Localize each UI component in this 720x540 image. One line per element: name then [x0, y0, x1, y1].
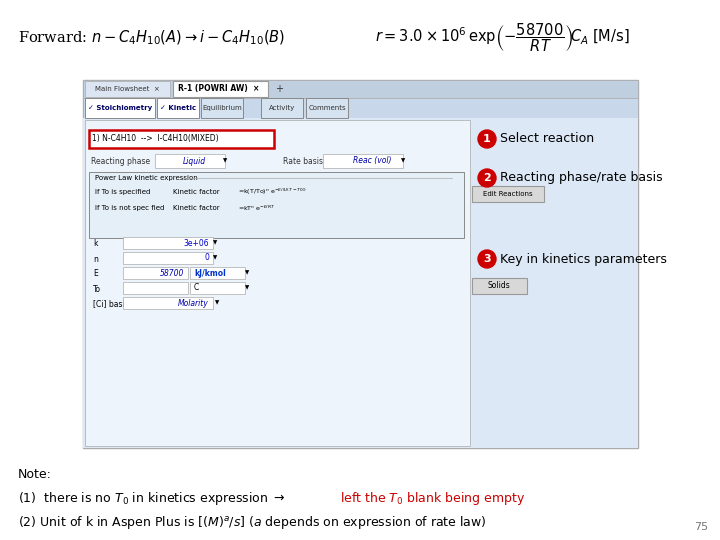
- FancyBboxPatch shape: [83, 80, 638, 98]
- Text: 0: 0: [204, 253, 209, 262]
- Text: ✓ Stoichiometry: ✓ Stoichiometry: [88, 105, 152, 111]
- Text: =kT$^n$ e$^{-E/RT}$: =kT$^n$ e$^{-E/RT}$: [238, 204, 275, 213]
- Text: 75: 75: [694, 522, 708, 532]
- FancyBboxPatch shape: [190, 267, 245, 279]
- FancyBboxPatch shape: [123, 237, 213, 249]
- FancyBboxPatch shape: [123, 267, 188, 279]
- Text: ✓ Kinetic: ✓ Kinetic: [160, 105, 196, 111]
- FancyBboxPatch shape: [83, 98, 638, 118]
- Text: $r = 3.0\times10^6\,\exp\!\left(-\dfrac{58700}{RT}\right)\!C_A\;[\mathrm{M/s}]$: $r = 3.0\times10^6\,\exp\!\left(-\dfrac{…: [375, 22, 630, 55]
- FancyBboxPatch shape: [261, 98, 303, 118]
- Text: 2: 2: [483, 173, 491, 183]
- Text: If To is specified: If To is specified: [95, 189, 150, 195]
- FancyBboxPatch shape: [123, 297, 213, 309]
- FancyBboxPatch shape: [323, 154, 403, 168]
- FancyBboxPatch shape: [85, 120, 470, 446]
- Text: 3: 3: [483, 254, 491, 264]
- Text: Kinetic factor: Kinetic factor: [173, 205, 220, 211]
- Text: Reacting phase/rate basis: Reacting phase/rate basis: [500, 172, 662, 185]
- Text: =k(T/To)$^n$ e$^{-E/(U(T-T0))}$: =k(T/To)$^n$ e$^{-E/(U(T-T0))}$: [238, 187, 307, 197]
- FancyBboxPatch shape: [155, 154, 225, 168]
- FancyBboxPatch shape: [83, 80, 638, 448]
- FancyBboxPatch shape: [472, 186, 544, 202]
- Text: Liquid: Liquid: [183, 157, 206, 165]
- Text: n: n: [93, 254, 98, 264]
- FancyBboxPatch shape: [85, 81, 170, 97]
- Text: [Ci] basis: [Ci] basis: [93, 300, 129, 308]
- Text: If To is not spec fied: If To is not spec fied: [95, 205, 164, 211]
- Text: Solids: Solids: [487, 281, 510, 291]
- Text: +: +: [275, 84, 283, 94]
- Text: Edit Reactions: Edit Reactions: [483, 191, 533, 197]
- Text: R-1 (POWRI AW)  ×: R-1 (POWRI AW) ×: [179, 84, 260, 93]
- Circle shape: [478, 250, 496, 268]
- Text: Equilibrium: Equilibrium: [202, 105, 242, 111]
- Text: ▼: ▼: [213, 240, 217, 246]
- Text: kJ/kmol: kJ/kmol: [194, 268, 226, 278]
- Text: k: k: [93, 240, 97, 248]
- FancyBboxPatch shape: [123, 252, 213, 264]
- Text: 3e+06: 3e+06: [184, 239, 209, 247]
- Text: 1: 1: [483, 134, 491, 144]
- Text: Note:: Note:: [18, 468, 52, 481]
- Text: Key in kinetics parameters: Key in kinetics parameters: [500, 253, 667, 266]
- Text: Main Flowsheet  ×: Main Flowsheet ×: [94, 86, 159, 92]
- Text: ▼: ▼: [401, 159, 405, 164]
- Text: 1) N-C4H10  -->  I-C4H10(MIXED): 1) N-C4H10 --> I-C4H10(MIXED): [92, 134, 219, 144]
- Text: Activity: Activity: [269, 105, 295, 111]
- Text: ▼: ▼: [245, 271, 249, 275]
- FancyBboxPatch shape: [306, 98, 348, 118]
- FancyBboxPatch shape: [123, 282, 188, 294]
- Text: Molarity: Molarity: [179, 299, 209, 307]
- Text: Power Law kinetic expression: Power Law kinetic expression: [95, 175, 198, 181]
- FancyBboxPatch shape: [83, 118, 638, 448]
- FancyBboxPatch shape: [472, 278, 527, 294]
- Text: left the $T_0$ blank being empty: left the $T_0$ blank being empty: [340, 490, 526, 507]
- Text: Reacting phase: Reacting phase: [91, 157, 150, 165]
- FancyBboxPatch shape: [157, 98, 199, 118]
- Text: (2) Unit of k in Aspen Plus is $[(M)^a/s]$ ($a$ depends on expression of rate la: (2) Unit of k in Aspen Plus is $[(M)^a/s…: [18, 514, 487, 531]
- Text: Kinetic factor: Kinetic factor: [173, 189, 220, 195]
- FancyBboxPatch shape: [85, 98, 155, 118]
- FancyBboxPatch shape: [89, 130, 274, 148]
- Text: ▼: ▼: [245, 286, 249, 291]
- Text: 58700: 58700: [160, 268, 184, 278]
- Text: Comments: Comments: [308, 105, 346, 111]
- Text: E: E: [93, 269, 98, 279]
- Circle shape: [478, 130, 496, 148]
- FancyBboxPatch shape: [173, 81, 268, 97]
- Text: ▼: ▼: [223, 159, 228, 164]
- Text: To: To: [93, 285, 101, 294]
- Text: Rate basis: Rate basis: [283, 157, 323, 165]
- Text: ▼: ▼: [213, 255, 217, 260]
- FancyBboxPatch shape: [201, 98, 243, 118]
- Text: Forward: $n-C_4H_{10}(A) \rightarrow i-C_4H_{10}(B)$: Forward: $n-C_4H_{10}(A) \rightarrow i-C…: [18, 29, 285, 47]
- FancyBboxPatch shape: [190, 282, 245, 294]
- Text: Select reaction: Select reaction: [500, 132, 594, 145]
- Circle shape: [478, 169, 496, 187]
- Text: (1)  there is no $T_0$ in kinetics expression $\rightarrow$: (1) there is no $T_0$ in kinetics expres…: [18, 490, 289, 507]
- Text: ▼: ▼: [215, 300, 220, 306]
- Text: C: C: [194, 284, 199, 293]
- Text: Reac (vol): Reac (vol): [353, 157, 392, 165]
- FancyBboxPatch shape: [89, 172, 464, 238]
